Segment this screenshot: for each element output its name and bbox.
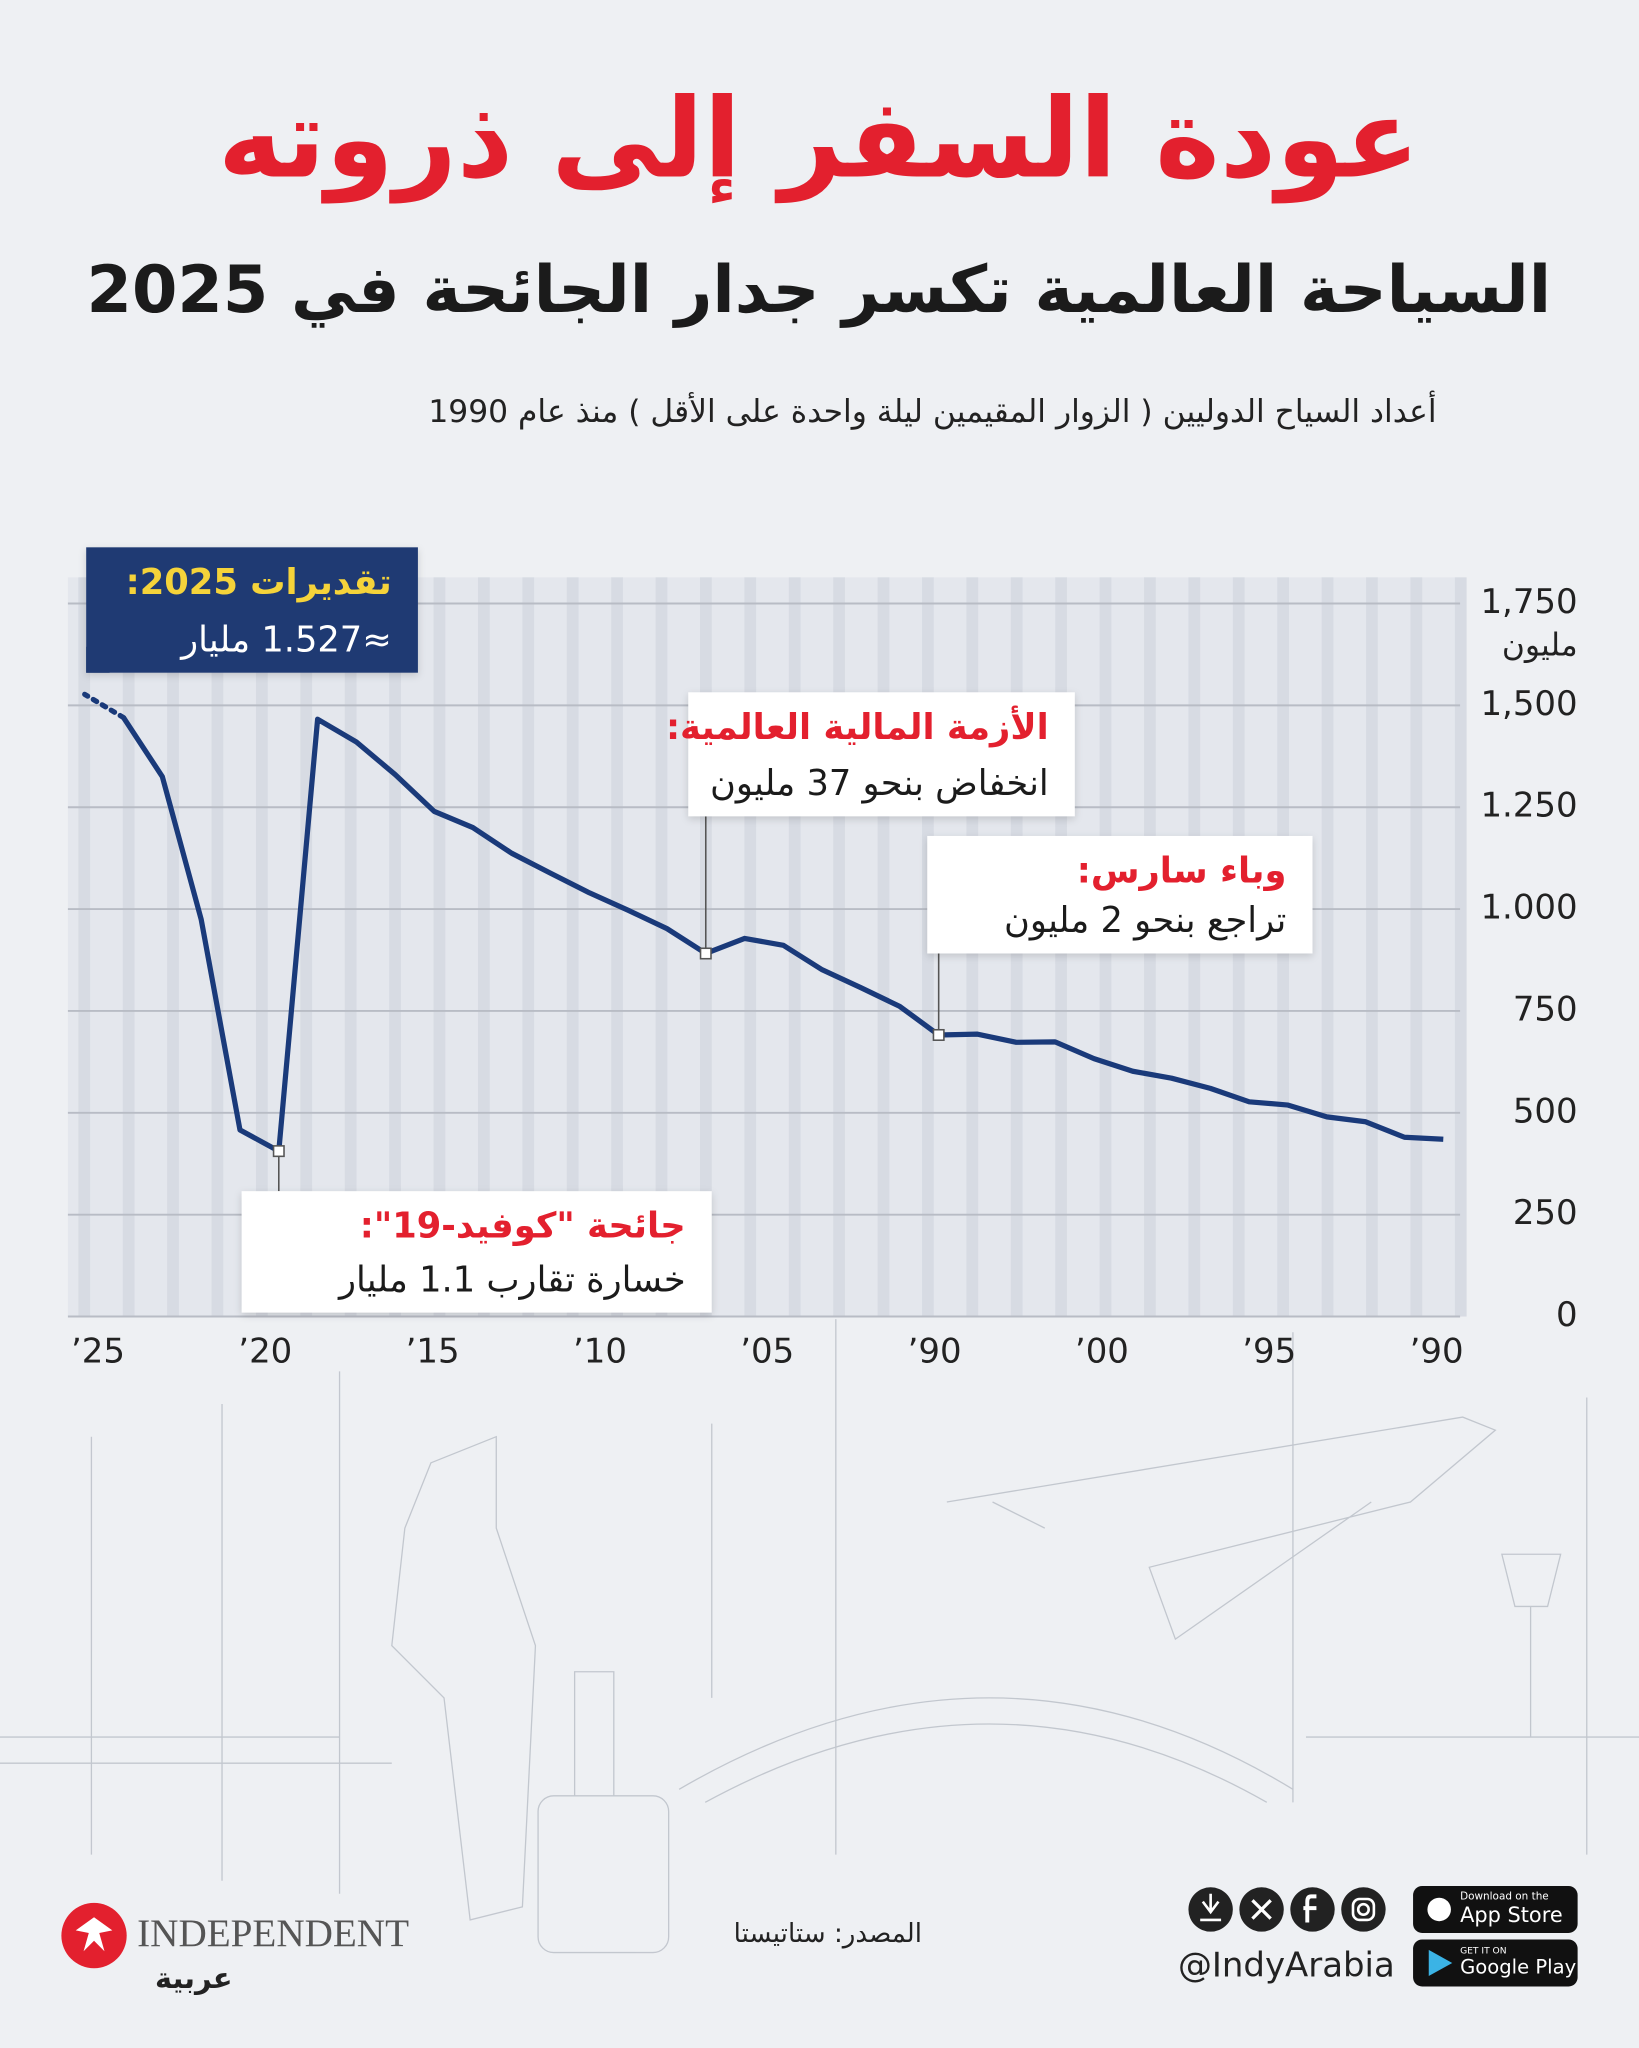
x-tick-label: ’20: [238, 1332, 292, 1372]
callout-title: الأزمة المالية العالمية:: [666, 705, 1049, 748]
icon-instagram[interactable]: [1341, 1887, 1386, 1932]
stripe: [477, 577, 490, 1317]
point-marker: [699, 947, 712, 960]
brand-sub: عربية: [155, 1961, 232, 1995]
stripe: [1321, 577, 1334, 1317]
stripe: [433, 577, 446, 1317]
play-icon: [1428, 1949, 1453, 1977]
stripe: [522, 577, 535, 1317]
callout-text: ≈1.527 مليار: [179, 619, 392, 660]
stripe: [78, 577, 91, 1317]
app-store-top: Download on the: [1460, 1890, 1549, 1902]
description: أعداد السياح الدوليين ( الزوار المقيمين …: [428, 390, 1436, 430]
callout-title: تقديرات 2025:: [126, 562, 392, 603]
callout-text: تراجع بنحو 2 مليون: [1004, 900, 1286, 941]
stripe: [211, 577, 224, 1317]
stripe: [167, 577, 179, 1317]
x-tick-label: ’25: [71, 1332, 125, 1372]
x-tick-label: ’05: [740, 1332, 794, 1372]
source: المصدر: ستاتيستا: [734, 1919, 922, 1949]
handle[interactable]: @IndyArabia: [1178, 1945, 1395, 1985]
callout-box: [241, 1191, 712, 1313]
stripe: [122, 577, 135, 1317]
y-tick-label: 1.000: [1480, 888, 1577, 928]
x-tick-label: ’95: [1242, 1332, 1296, 1372]
stripe: [877, 577, 890, 1317]
stripe: [744, 577, 757, 1317]
y-tick-label: 1.250: [1480, 786, 1577, 826]
stripe: [833, 577, 845, 1317]
callout-title: وباء سارس:: [1077, 851, 1287, 892]
point-marker: [932, 1028, 945, 1041]
social-icons: [1188, 1887, 1386, 1932]
subtitle: السياحة العالمية تكسر جدار الجائحة في 20…: [87, 252, 1552, 328]
google-play-badge[interactable]: [1413, 1939, 1578, 1987]
stripe: [1454, 577, 1467, 1317]
x-tick-label: ’90: [1410, 1332, 1464, 1372]
line-series: [121, 716, 1444, 1154]
y-tick-label: 1,500: [1480, 684, 1577, 724]
stripe: [255, 577, 268, 1317]
y-unit: مليون: [1502, 628, 1578, 664]
stripe: [566, 577, 579, 1317]
stripe: [611, 577, 623, 1317]
x-tick-label: ’10: [573, 1332, 627, 1372]
callout-box: [86, 547, 418, 673]
y-tick-label: 0: [1556, 1295, 1578, 1335]
apple-icon: [1427, 1897, 1451, 1922]
stripe: [788, 577, 801, 1317]
x-tick-label: ’00: [1075, 1332, 1129, 1372]
callout-text: خسارة تقارب 1.1 مليار: [337, 1259, 686, 1300]
y-tick-label: 1,750: [1480, 582, 1577, 622]
x-tick-label: ’15: [406, 1332, 460, 1372]
google-label: Google Play: [1460, 1956, 1576, 1979]
google-top: GET IT ON: [1460, 1947, 1507, 1957]
callout-text: انخفاض بنحو 37 مليون: [710, 763, 1049, 804]
callout-title: جائحة "كوفيد-19":: [360, 1206, 686, 1247]
illustration: [0, 1319, 1639, 1954]
chart: 0 250 500 750 1.000 1.250 1,500 1,750 ’25 ’20 ’15 ’…: [67, 547, 1578, 1372]
x-tick-label: ’90: [908, 1332, 962, 1372]
logo-eagle: [75, 1917, 113, 1952]
stripe: [389, 577, 401, 1317]
estimate-segment: [82, 691, 127, 721]
brand: INDEPENDENT: [137, 1912, 409, 1955]
stripe: [1410, 577, 1423, 1317]
title: عودة السفر إلى ذروته: [218, 75, 1420, 204]
callout-box: [688, 692, 1075, 817]
y-tick-label: 500: [1513, 1091, 1578, 1131]
stripe: [1366, 577, 1378, 1317]
callout-box: [927, 835, 1313, 954]
y-tick-label: 250: [1513, 1193, 1578, 1233]
y-tick-label: 750: [1513, 989, 1578, 1029]
app-store-badge[interactable]: [1413, 1885, 1578, 1933]
stripe: [344, 577, 357, 1317]
app-store-label: App Store: [1460, 1903, 1563, 1927]
stripe: [655, 577, 668, 1317]
point-marker: [272, 1145, 285, 1158]
stripe: [300, 577, 313, 1317]
